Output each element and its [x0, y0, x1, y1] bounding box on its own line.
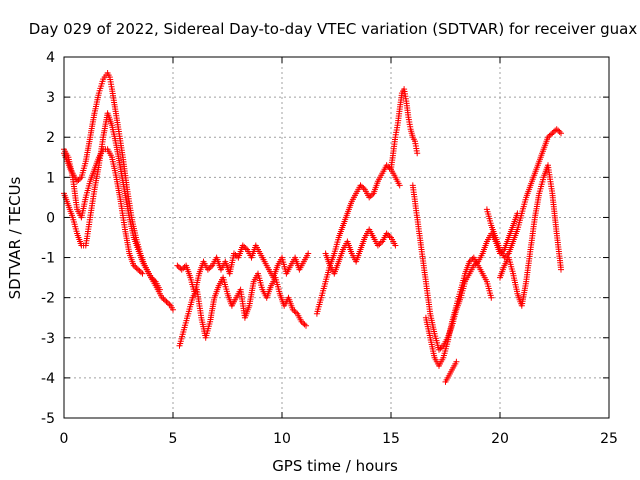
data-point — [305, 250, 312, 257]
data-point — [130, 262, 137, 269]
data-point — [204, 266, 211, 273]
data-point — [136, 267, 143, 274]
data-point — [180, 265, 187, 272]
data-point — [488, 294, 495, 301]
satellite-track-3 — [61, 146, 146, 277]
x-tick-label: 5 — [169, 431, 178, 447]
data-point — [242, 245, 249, 252]
data-point — [466, 258, 473, 265]
data-point — [156, 286, 163, 293]
satellite-track-5 — [176, 270, 309, 349]
grid-lines — [64, 57, 609, 418]
data-markers — [61, 70, 564, 385]
x-tick-label: 25 — [600, 431, 618, 447]
data-point — [547, 131, 554, 138]
data-point — [556, 128, 563, 135]
data-point — [300, 320, 307, 327]
data-point — [438, 344, 445, 351]
data-point — [303, 322, 309, 329]
data-point — [207, 263, 214, 270]
satellite-track-7 — [322, 226, 399, 277]
satellite-track-11 — [442, 358, 460, 385]
satellite-track-12 — [483, 126, 564, 261]
satellite-track-8 — [388, 86, 421, 173]
y-tick-label: -1 — [41, 251, 55, 267]
data-point — [74, 178, 81, 185]
chart-title: Day 029 of 2022, Sidereal Day-to-day VTE… — [29, 20, 638, 38]
data-point — [166, 301, 173, 308]
x-axis-label: GPS time / hours — [272, 457, 398, 475]
satellite-track-2 — [61, 110, 163, 293]
data-point — [239, 242, 246, 249]
satellite-track-10 — [422, 254, 495, 369]
data-point — [385, 231, 392, 238]
data-point — [553, 126, 560, 133]
plot-border — [63, 56, 610, 419]
data-point — [414, 150, 421, 157]
y-tick-label: 2 — [46, 130, 55, 146]
y-tick-label: -3 — [41, 331, 55, 347]
data-point — [139, 270, 146, 277]
x-tick-label: 10 — [273, 431, 291, 447]
y-tick-label: 0 — [46, 210, 55, 226]
data-point — [357, 182, 364, 189]
y-tick-label: 1 — [46, 170, 55, 186]
data-point — [160, 296, 167, 302]
data-point — [232, 251, 239, 258]
data-point — [360, 185, 367, 191]
data-point — [133, 265, 140, 272]
y-tick-label: -5 — [41, 411, 55, 427]
data-point — [376, 241, 383, 248]
y-tick-label: 4 — [46, 50, 55, 66]
data-point — [453, 358, 460, 365]
data-point — [149, 275, 156, 282]
data-point — [163, 298, 170, 305]
x-tick-label: 15 — [382, 431, 400, 447]
y-tick-label: 3 — [46, 90, 55, 106]
satellite-track-6 — [313, 162, 403, 317]
x-tick-label: 20 — [491, 431, 509, 447]
data-point — [170, 306, 176, 313]
data-point — [545, 134, 551, 141]
data-point — [436, 346, 442, 353]
satellite-track-9 — [409, 182, 521, 353]
data-point — [77, 175, 83, 182]
data-point — [392, 242, 399, 249]
data-point — [174, 262, 181, 269]
x-tick-label: 0 — [60, 431, 69, 447]
y-tick-label: -2 — [41, 291, 55, 307]
satellite-track-13 — [497, 162, 564, 309]
data-point — [558, 266, 564, 273]
y-axis-label: SDTVAR / TECUs — [6, 176, 24, 299]
data-point — [550, 128, 557, 135]
data-point — [558, 130, 564, 137]
data-point — [367, 193, 374, 200]
data-point — [291, 308, 298, 314]
data-point — [396, 182, 403, 189]
y-tick-label: -4 — [41, 371, 55, 387]
satellite-track-4 — [174, 242, 312, 297]
